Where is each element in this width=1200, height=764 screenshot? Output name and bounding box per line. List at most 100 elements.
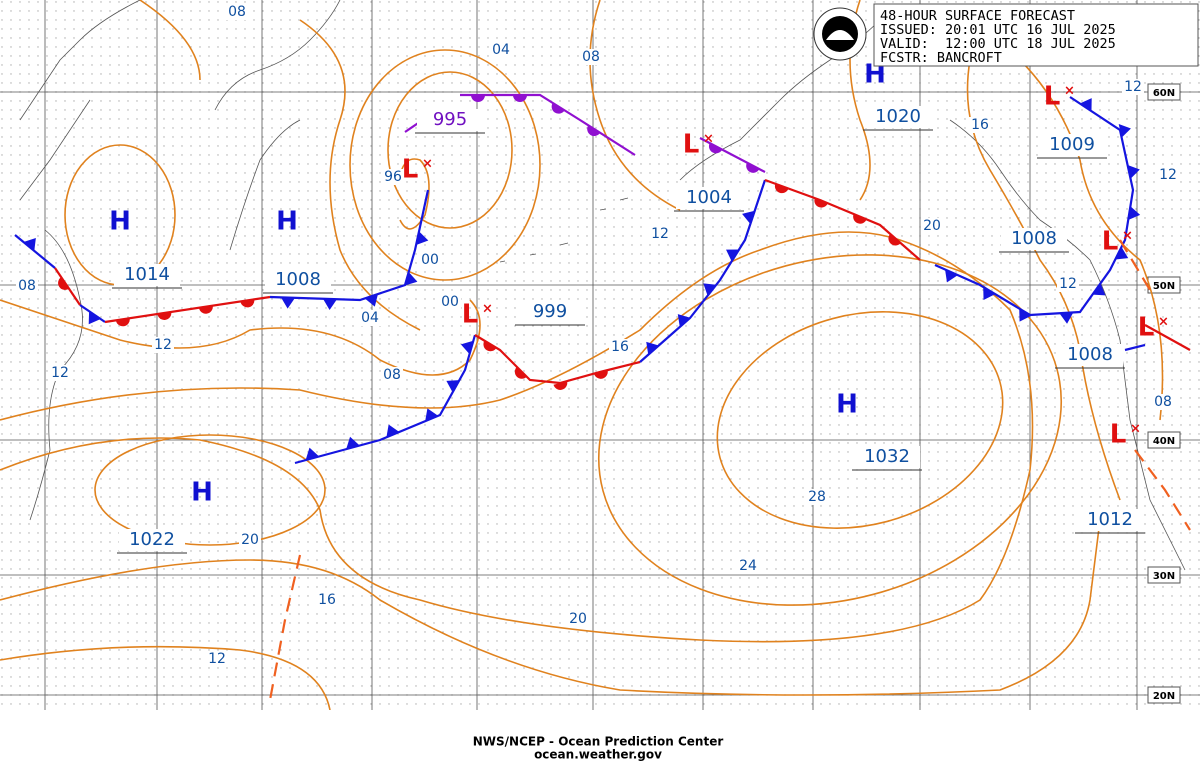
pressure-value: 1014 [124, 264, 170, 285]
cold-front-pip [945, 269, 958, 283]
warm-front-pip [746, 162, 760, 173]
isobar-label: 16 [318, 592, 336, 608]
isobar-label-box [921, 218, 943, 234]
cold-front-pip [983, 286, 996, 300]
cold-front-pip [322, 298, 337, 310]
isobar-label-box [567, 611, 589, 627]
cold-front-pip [646, 341, 659, 355]
low-center-x: × [1130, 422, 1141, 437]
isobar-label: 04 [361, 310, 379, 326]
isobar-label: 08 [582, 49, 600, 65]
isobar-label: 12 [154, 337, 172, 353]
cold-front-pip [1019, 308, 1032, 322]
pressure-box [676, 187, 742, 209]
cold-front-pip [280, 297, 295, 309]
isobar-label: 08 [18, 278, 36, 294]
cold-front-pip [346, 436, 360, 450]
warm-front-pip [853, 214, 867, 224]
isobar-labels: 08 04 08 96 00 04 00 08 12 12 08 12 16 20 16 12 12 12 08 28… [16, 4, 1179, 745]
cold-front-pip [386, 424, 400, 438]
isobar-label-box [806, 489, 828, 505]
header-valid: VALID: 12:00 UTC 18 JUL 2025 [880, 36, 1116, 52]
cold-front-pip [23, 237, 36, 251]
low-center-x: × [703, 132, 714, 147]
warm-front-pip [593, 370, 608, 379]
front-line [934, 96, 1135, 317]
pressure-box [1039, 134, 1105, 156]
pressure-value: 1009 [1049, 134, 1095, 155]
pressure-box [865, 106, 931, 128]
cold-front-pip [364, 294, 378, 307]
lat-label-box [1147, 431, 1181, 449]
lat-label: 50N [1153, 281, 1175, 292]
cold-front-pip [703, 283, 717, 296]
low-center-x: × [1122, 229, 1133, 244]
front-line [1124, 343, 1146, 352]
low-center-x: × [1064, 84, 1075, 99]
header-forecaster: FCSTR: BANCROFT [880, 50, 1002, 66]
cold-front-pip [1092, 283, 1106, 296]
footer-url: ocean.weather.gov [534, 748, 662, 762]
pressure-box [114, 264, 180, 286]
isobar-label: 12 [208, 651, 226, 667]
warm-front-pip [551, 102, 565, 114]
cold-front-pip [305, 447, 320, 461]
isobar-label-box [382, 169, 404, 185]
lat-label-box [1147, 686, 1181, 704]
pressure-symbol: L [1102, 227, 1119, 257]
lat-label: 30N [1153, 571, 1175, 582]
pressure-symbol: H [191, 478, 213, 508]
pressure-box [854, 446, 920, 468]
cold-front-pip [88, 311, 101, 325]
isobar-label-box [609, 339, 631, 355]
pressure-box [517, 301, 583, 323]
isobar-label: 28 [808, 489, 826, 505]
isobar-label-box [49, 365, 71, 381]
isobar-label: 04 [492, 42, 510, 58]
pressure-value: 1008 [1011, 228, 1057, 249]
pressure-symbol: L [1138, 313, 1155, 343]
pressure-symbol: H [109, 207, 131, 237]
lat-label-box [1147, 566, 1181, 584]
cold-front-pip [425, 408, 439, 422]
isobar-label: 08 [228, 4, 246, 20]
isobar-label: 12 [51, 365, 69, 381]
isobar-label-box [1057, 276, 1079, 292]
warm-front-pip [708, 143, 723, 154]
pressure-symbol: L [402, 155, 419, 185]
isobar-label: 00 [421, 252, 439, 268]
cold-front-pip [446, 380, 460, 393]
warm-front-pip [58, 277, 69, 290]
warm-front-pip [814, 197, 828, 208]
isobar-label-box [316, 592, 338, 608]
isobar-label: 00 [441, 294, 459, 310]
isobar-label-box [1122, 79, 1144, 95]
cold-front-pip [1079, 98, 1092, 112]
warm-front-pip [471, 95, 485, 102]
front-line [1119, 239, 1151, 291]
isobar-label-box [580, 49, 602, 65]
pressure-symbol: L [1110, 420, 1127, 450]
low-center-x: × [482, 302, 493, 317]
pressure-value: 1032 [864, 446, 910, 467]
pressure-symbol: H [276, 207, 298, 237]
warm-front-pip [240, 299, 255, 308]
isobar-label-box [381, 367, 403, 383]
cold-front-pip [404, 272, 418, 286]
front-line [1134, 449, 1191, 531]
footer-background [0, 710, 1200, 764]
cold-front-pip [726, 249, 740, 262]
warm-front-pip [553, 381, 568, 390]
isobar-label: 16 [971, 117, 989, 133]
pressure-value: 999 [533, 301, 567, 322]
isobar-label-box [239, 532, 261, 548]
coastlines [19, 0, 1186, 571]
pressure-box [1001, 228, 1067, 250]
isobar-label-box [152, 337, 174, 353]
front-line [14, 234, 56, 269]
cold-front-pip [460, 340, 474, 355]
isobar-label: 96 [384, 169, 402, 185]
isobar-label: 20 [569, 611, 587, 627]
